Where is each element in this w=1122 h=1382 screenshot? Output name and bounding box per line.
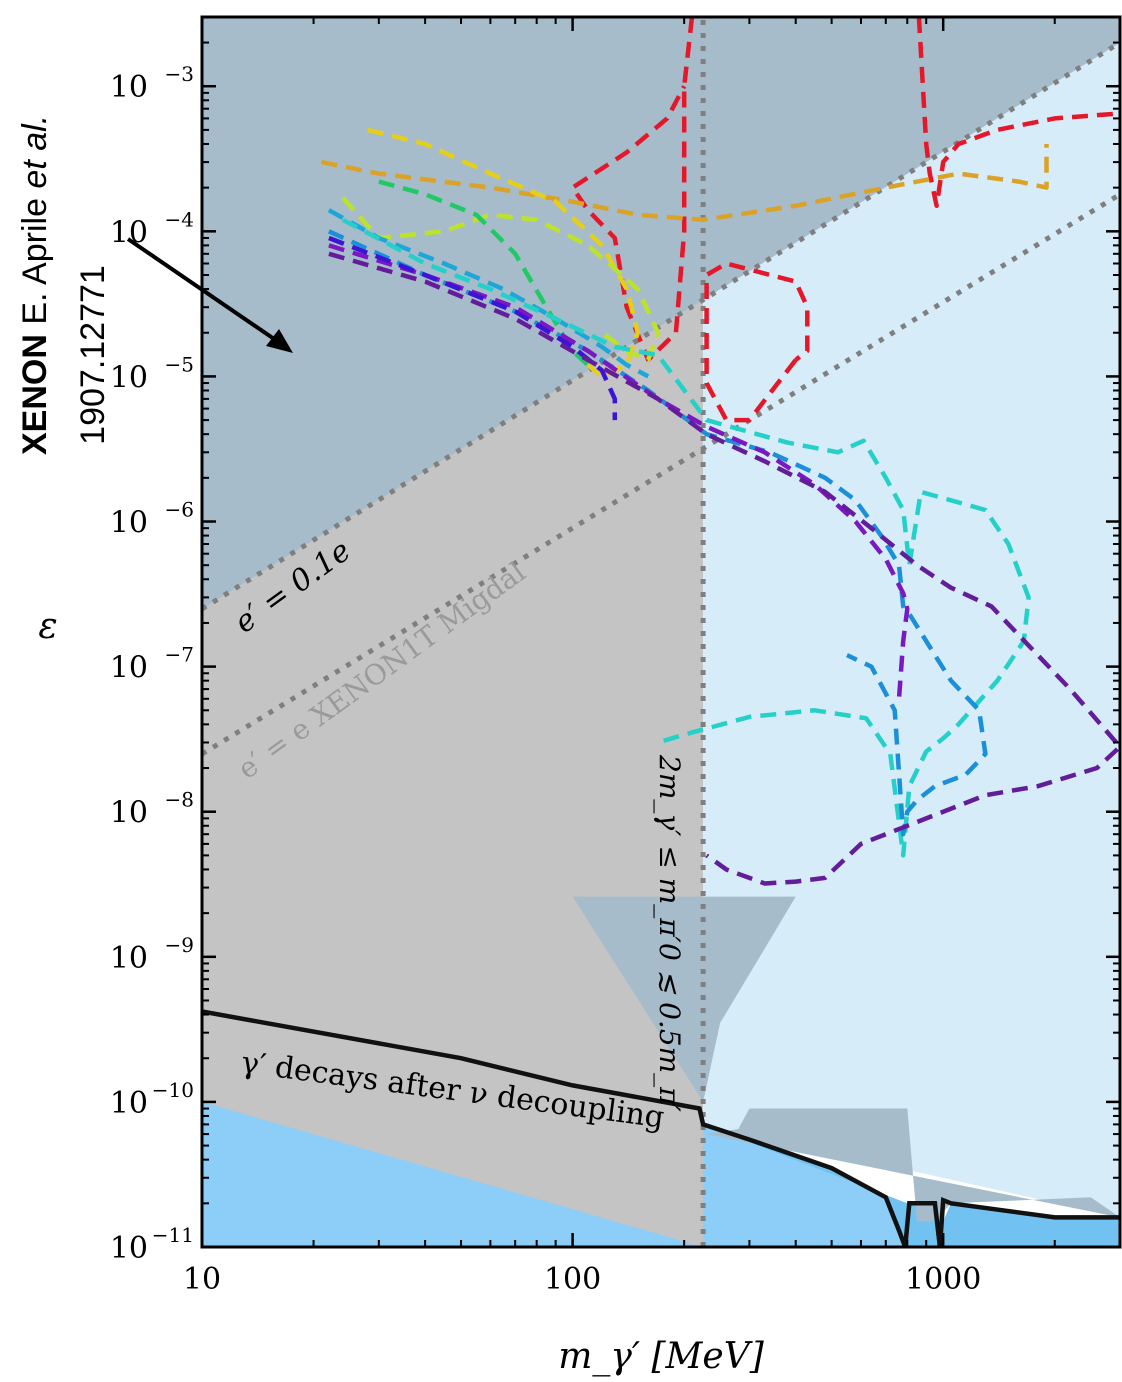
y-tick-label: 10 [110,1231,148,1266]
xenon-arrow-shaft [126,237,282,345]
y-tick-exponent: −8 [165,788,194,812]
x-tick-label: 10 [183,1262,221,1297]
x-axis-title: m_γ′ [MeV] [558,1336,764,1377]
y-tick-exponent: −9 [165,933,194,957]
region-decay-right [703,1124,1120,1247]
constraint-curve-8 [327,208,650,379]
constraint-curve-3 [916,17,1120,209]
y-tick-exponent: −5 [165,352,194,376]
y-tick-exponent: −10 [152,1078,194,1102]
y-tick-label: 10 [110,941,148,976]
y-tick-label: 10 [110,1086,148,1121]
constraint-curve-1 [704,261,810,423]
xenon-label: XENON E. Aprile et al. [16,115,54,455]
y-tick-label: 10 [110,360,148,395]
y-tick-label: 10 [110,70,148,105]
constraint-curve-11 [328,243,910,699]
x-tick-label: 1000 [905,1262,981,1297]
decoupling-boundary-line [202,1009,1120,1247]
y-tick-exponent: −3 [165,62,194,86]
xenon-etal-label: et al. [16,115,54,189]
y-tick-exponent: −11 [152,1223,194,1247]
region-dark-lower-mid [572,896,796,1102]
y-tick-label: 10 [110,796,148,831]
y-tick-label: 10 [110,506,148,541]
threshold-label: 2m_γ′ ≤ m_π′0 ≲ 0.5m_π′ [653,754,686,1113]
y-tick-label: 10 [110,651,148,686]
xenon-bold-label: XENON [16,334,54,455]
xenon-arrow-head [266,329,293,353]
reference-lines [202,17,1120,1247]
x-tick-label: 100 [544,1262,601,1297]
svg-text:XENON E. Aprile et al.: XENON E. Aprile et al. [16,115,54,455]
y-tick-label: 10 [110,215,148,250]
region-dark-bottom [706,1108,1120,1222]
y-tick-exponent: −6 [165,498,194,522]
constraint-curve-13 [328,251,1120,886]
region-dark-upper [202,17,1120,609]
constraint-curve-12 [328,235,618,421]
xenon-author-label: E. Aprile [16,189,54,335]
y-axis-title: ε [38,606,57,647]
reference-line-1 [202,40,1120,612]
constraint-curve-2 [570,17,695,363]
xenon-arxiv-label: 1907.12771 [74,265,112,445]
plot-frame [200,15,1122,1249]
reference-line-2 [202,192,1120,757]
plot-area [202,17,1120,1247]
y-tick-exponent: −4 [165,207,194,231]
constraint-curves [320,17,1120,886]
constraint-curve-9 [341,217,1031,858]
y-tick-exponent: −7 [165,643,194,667]
constraint-curve-4 [320,144,1049,223]
constraint-curve-7 [378,179,590,367]
